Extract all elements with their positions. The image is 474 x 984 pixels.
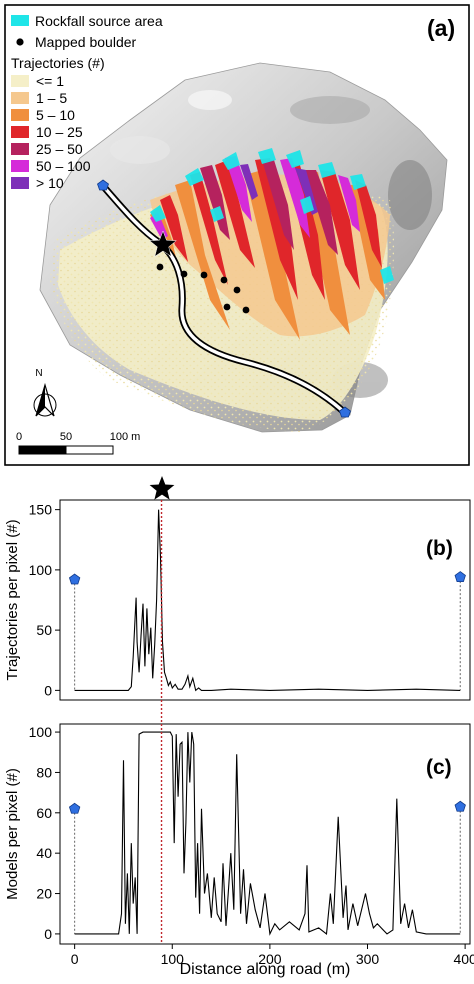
north-label: N bbox=[35, 368, 42, 379]
y-tick-label: 50 bbox=[36, 622, 52, 638]
scale-bar: 0 50 100 m bbox=[16, 431, 141, 455]
x-tick-label: 400 bbox=[453, 951, 474, 967]
legend-swatch bbox=[11, 92, 29, 104]
north-arrow-icon: N bbox=[33, 368, 57, 417]
panel-c-xlabel: Distance along road (m) bbox=[180, 961, 351, 978]
road-marker-icon bbox=[68, 802, 81, 814]
y-tick-label: 80 bbox=[36, 764, 52, 780]
road bbox=[101, 184, 347, 415]
legend-class-label: 5 – 10 bbox=[36, 107, 75, 123]
map-legend: Rockfall source area Mapped boulder Traj… bbox=[11, 13, 163, 191]
x-tick-label: 0 bbox=[71, 951, 79, 967]
panel-b-trajectory-line bbox=[74, 509, 461, 692]
legend-class-label: 50 – 100 bbox=[36, 158, 91, 174]
panel-b: (b) Trajectories per pixel (#) 0 50 100 150 bbox=[4, 476, 471, 701]
y-tick-label: 0 bbox=[44, 926, 52, 942]
panel-c: (c) Models per pixel (#) 0 20 40 60 80 100 0 1… bbox=[4, 723, 474, 978]
panel-c-x-axis: 0 100 200 300 400 bbox=[71, 944, 474, 967]
legend-swatch bbox=[11, 143, 29, 155]
y-tick-label: 20 bbox=[36, 886, 52, 902]
panel-a-tag: (a) bbox=[427, 15, 455, 41]
x-tick-label: 200 bbox=[258, 951, 282, 967]
panel-b-road-markers bbox=[68, 571, 466, 691]
road-start-marker bbox=[97, 179, 109, 191]
scale-tick-100: 100 m bbox=[110, 431, 141, 443]
road-marker-icon bbox=[68, 573, 81, 585]
legend-source-swatch bbox=[11, 15, 29, 26]
legend-class-label: 25 – 50 bbox=[36, 141, 83, 157]
road-marker-icon bbox=[454, 571, 466, 583]
panel-b-ylabel: Trajectories per pixel (#) bbox=[4, 519, 21, 680]
legend-class-label: 1 – 5 bbox=[36, 90, 67, 106]
y-tick-label: 40 bbox=[36, 845, 52, 861]
road-marker-icon bbox=[454, 800, 466, 812]
legend-swatch bbox=[11, 126, 29, 138]
road-end-marker bbox=[339, 406, 351, 418]
panel-c-ylabel: Models per pixel (#) bbox=[4, 768, 21, 900]
peak-star-marker-map bbox=[149, 230, 177, 257]
scale-tick-50: 50 bbox=[60, 431, 72, 443]
mapped-boulders bbox=[156, 263, 250, 314]
legend-title: Trajectories (#) bbox=[11, 55, 105, 71]
panel-b-plot-area bbox=[59, 499, 471, 701]
legend-source-label: Rockfall source area bbox=[35, 13, 163, 29]
legend-class-label: 10 – 25 bbox=[36, 124, 83, 140]
rockfall-source-areas bbox=[150, 148, 394, 284]
y-tick-label: 100 bbox=[29, 724, 53, 740]
panel-c-models-line bbox=[74, 731, 461, 936]
legend-swatch bbox=[11, 177, 29, 189]
panel-b-y-axis: 0 50 100 150 bbox=[29, 502, 60, 698]
y-tick-label: 150 bbox=[29, 502, 53, 518]
panel-a: Rockfall source area Mapped boulder Traj… bbox=[4, 4, 470, 466]
legend-class-label: > 10 bbox=[36, 175, 64, 191]
panel-c-tag: (c) bbox=[426, 756, 452, 779]
x-tick-label: 100 bbox=[161, 951, 185, 967]
legend-boulder-symbol bbox=[16, 38, 24, 46]
x-tick-label: 300 bbox=[356, 951, 380, 967]
y-tick-label: 60 bbox=[36, 805, 52, 821]
peak-star-marker bbox=[149, 476, 175, 500]
trajectory-streaks bbox=[150, 156, 385, 340]
panel-c-road-markers bbox=[68, 800, 466, 934]
legend-swatch bbox=[11, 75, 29, 87]
y-tick-label: 100 bbox=[29, 562, 53, 578]
scale-tick-0: 0 bbox=[16, 431, 22, 443]
panel-b-tag: (b) bbox=[426, 537, 453, 560]
legend-boulder-label: Mapped boulder bbox=[35, 34, 137, 50]
panel-c-y-axis: 0 20 40 60 80 100 bbox=[29, 724, 60, 942]
legend-swatch bbox=[11, 109, 29, 121]
legend-class-label: <= 1 bbox=[36, 73, 64, 89]
legend-swatch bbox=[11, 160, 29, 172]
y-tick-label: 0 bbox=[44, 682, 52, 698]
